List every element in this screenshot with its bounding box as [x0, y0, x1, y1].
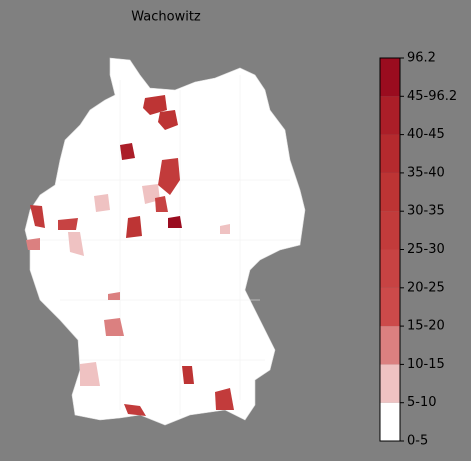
colorbar-label: 30-35 — [407, 204, 445, 219]
colorbar-segment — [380, 58, 400, 97]
highlighted-districts — [26, 95, 234, 416]
colorbar-segment — [380, 211, 400, 250]
colorbar-segment — [380, 134, 400, 173]
colorbar-segment — [380, 249, 400, 288]
country-outline — [24, 57, 306, 426]
colorbar-segment — [380, 326, 400, 365]
colorbar-label: 40-45 — [407, 127, 445, 142]
colorbar-segment — [380, 402, 400, 441]
colorbar-label: 10-15 — [407, 357, 445, 372]
colorbar-label: 25-30 — [407, 242, 445, 257]
map-title: Wachowitz — [131, 10, 201, 25]
colorbar-segment — [380, 172, 400, 212]
colorbar-label: 0-5 — [407, 434, 428, 449]
colorbar-segment — [380, 287, 400, 327]
colorbar-segment — [380, 96, 400, 135]
colorbar-label: 20-25 — [407, 280, 445, 295]
colorbar-label: 5-10 — [407, 395, 437, 410]
colorbar-label: 15-20 — [407, 319, 445, 334]
colorbar-label: 35-40 — [407, 165, 445, 180]
germany-map — [24, 57, 306, 426]
colorbar-label: 45-96.2 — [407, 89, 457, 104]
colorbar: 0-5 5-10 10-15 15-20 20-25 25-30 30-35 35-40 40-… — [379, 51, 457, 449]
colorbar-label: 96.2 — [407, 51, 436, 66]
colorbar-segment — [380, 364, 400, 403]
